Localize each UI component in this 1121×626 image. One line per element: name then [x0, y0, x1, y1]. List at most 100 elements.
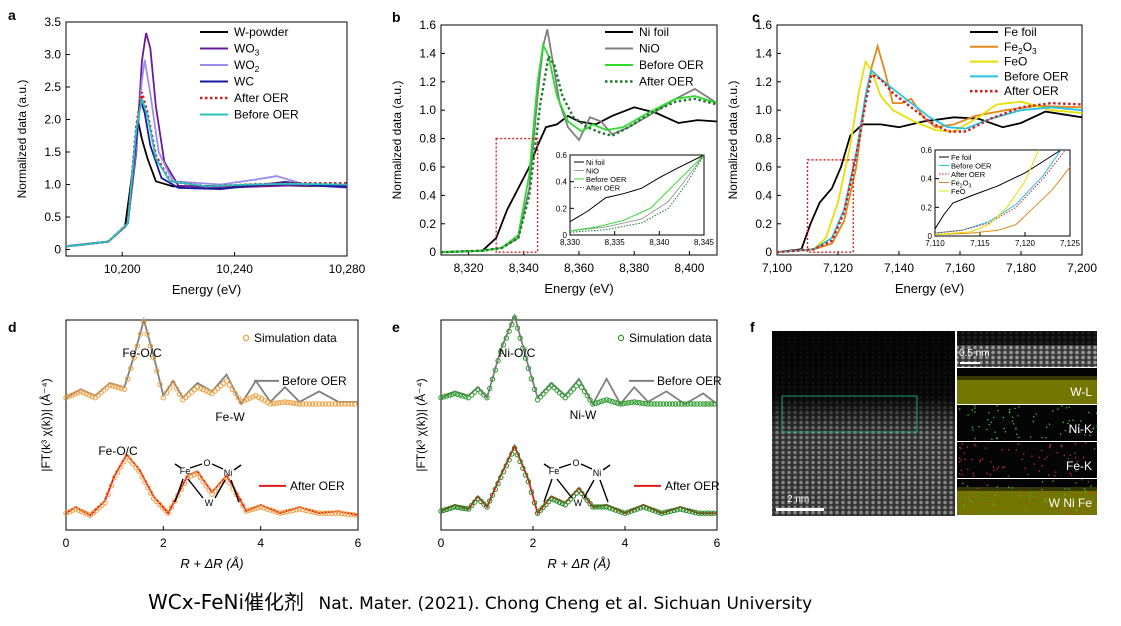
sim-marker	[500, 342, 507, 348]
x-tick-label: 6	[714, 536, 721, 550]
sim-marker	[689, 509, 696, 515]
atom-label-w: W	[574, 498, 583, 508]
legend-label-wc: WC	[234, 75, 254, 89]
map-label-w-l: W-L	[1070, 385, 1092, 399]
map-speckle	[1018, 406, 1020, 408]
sim-marker	[631, 399, 637, 405]
sim-marker	[498, 474, 504, 481]
x-tick-label: 7,160	[945, 261, 975, 275]
map-speckle	[1004, 431, 1007, 433]
sim-marker	[671, 507, 677, 514]
sim-marker	[683, 507, 690, 514]
x-tick-label: 7,125	[1060, 239, 1081, 248]
map-speckle	[964, 458, 966, 460]
bond	[187, 478, 204, 499]
panel-letter-a: a	[8, 7, 16, 23]
sim-marker	[592, 504, 599, 510]
sim-marker	[537, 507, 544, 513]
y-tick-label: 0.6	[755, 160, 772, 174]
sim-marker	[495, 358, 501, 364]
inset-legend-label: FeO	[951, 187, 966, 196]
sim-marker	[703, 401, 709, 407]
y-tick-label: 0.8	[419, 132, 436, 146]
sim-marker	[672, 401, 679, 407]
sim-marker	[581, 494, 588, 500]
map-speckle	[1091, 430, 1093, 433]
sim-marker	[303, 507, 309, 514]
sim-marker	[472, 499, 478, 505]
map-speckle	[1064, 494, 1066, 496]
x-tick-label: 8,345	[694, 238, 715, 247]
sim-marker	[293, 400, 300, 407]
sim-marker	[685, 401, 691, 407]
map-speckle	[1091, 505, 1093, 507]
sim-marker	[443, 506, 450, 513]
x-tick-label: 8,340	[509, 261, 539, 275]
map-speckle	[992, 504, 994, 506]
sim-marker	[261, 505, 267, 511]
sim-marker	[517, 458, 523, 465]
map-speckle	[1007, 475, 1010, 477]
map-speckle	[993, 469, 995, 471]
sim-marker	[339, 510, 345, 517]
sim-marker	[592, 400, 599, 406]
sim-marker	[700, 401, 706, 407]
sim-marker	[492, 367, 498, 373]
sim-marker	[326, 510, 332, 516]
map-speckle	[990, 461, 992, 463]
sim-marker	[223, 378, 230, 384]
map-speckle	[996, 437, 998, 439]
y-tick-label: 0.2	[556, 204, 568, 213]
sim-marker	[206, 389, 212, 395]
map-speckle	[986, 428, 988, 431]
sim-marker	[150, 355, 157, 361]
map-speckle	[1029, 495, 1031, 497]
sim-marker	[548, 495, 555, 502]
atom-label-fe: Fe	[549, 466, 560, 476]
sim-marker	[319, 510, 326, 516]
sim-marker	[283, 509, 290, 515]
x-tick-label: 8,380	[619, 261, 649, 275]
map-speckle	[1087, 411, 1090, 414]
sim-marker	[107, 382, 113, 388]
sim-marker	[686, 508, 693, 514]
map-speckle	[1015, 428, 1017, 430]
inset-legend-label: Before OER	[951, 162, 992, 171]
sim-marker	[587, 500, 593, 507]
y-tick-label: 1.0	[419, 103, 436, 117]
sim-marker	[238, 399, 244, 405]
y-tick-label: 0.2	[419, 217, 436, 231]
map-speckle	[974, 437, 976, 440]
map-speckle	[1080, 420, 1082, 422]
map-speckle	[1081, 479, 1083, 481]
sim-marker	[708, 401, 715, 407]
x-tick-label: 7,180	[1006, 261, 1036, 275]
inset-legend-label: NiO	[586, 167, 599, 176]
series-fe2o3	[776, 43, 1083, 254]
sim-marker	[142, 479, 148, 485]
sim-marker	[506, 328, 512, 335]
sim-marker	[194, 384, 201, 390]
sim-marker	[688, 401, 694, 407]
sim-marker	[185, 392, 192, 398]
inset-background	[570, 155, 704, 235]
sim-marker	[628, 399, 635, 406]
caption-title: WCx-FeNi催化剂	[148, 590, 305, 614]
bond	[214, 479, 226, 499]
sim-marker	[197, 474, 204, 481]
map-speckle	[1011, 420, 1014, 423]
sim-marker	[200, 479, 206, 485]
sim-marker	[613, 507, 619, 513]
sim-marker	[241, 397, 247, 404]
sim-marker	[498, 348, 504, 355]
sim-marker	[465, 506, 472, 512]
sim-marker	[663, 401, 670, 407]
sim-marker	[313, 401, 319, 407]
y-tick-label: 0.6	[419, 160, 436, 174]
x-tick-label: 8,320	[454, 261, 484, 275]
sim-marker	[619, 509, 625, 515]
series-before-oer-simulation	[438, 315, 717, 407]
sim-marker	[543, 501, 549, 508]
sim-marker	[276, 400, 282, 406]
map-speckle	[986, 484, 988, 487]
